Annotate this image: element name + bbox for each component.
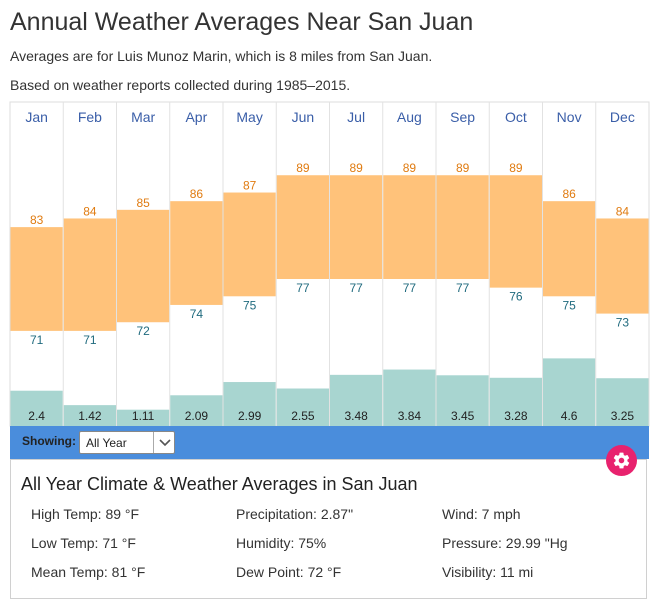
precip-label-jul: 3.48: [344, 409, 368, 423]
precip-label-jan: 2.4: [28, 409, 45, 423]
select-divider: [153, 432, 154, 453]
period-select[interactable]: All Year: [79, 431, 175, 454]
summary-panel: All Year Climate & Weather Averages in S…: [10, 459, 647, 599]
high-temp-label-feb: 84: [83, 204, 97, 218]
showing-bar: Showing: All Year: [10, 426, 649, 459]
temp-band-oct: [489, 175, 542, 288]
high-temp-label-mar: 85: [136, 196, 150, 210]
stat-pressure: Pressure: 29.99 "Hg: [442, 535, 568, 551]
high-temp-label-apr: 86: [190, 187, 204, 201]
stat-visibility: Visibility: 11 mi: [442, 564, 534, 580]
stat-precipitation: Precipitation: 2.87": [236, 506, 354, 522]
precip-label-aug: 3.84: [398, 409, 422, 423]
month-label-mar: Mar: [131, 109, 155, 125]
temp-band-may: [223, 192, 276, 297]
precip-bar-aug: [383, 369, 436, 426]
precip-bar-may: [223, 382, 276, 426]
low-temp-label-jul: 77: [349, 281, 363, 295]
low-temp-label-oct: 76: [509, 290, 523, 304]
month-label-oct: Oct: [505, 109, 527, 125]
summary-title: All Year Climate & Weather Averages in S…: [21, 474, 418, 494]
low-temp-label-feb: 71: [83, 333, 97, 347]
month-label-aug: Aug: [397, 109, 422, 125]
low-temp-label-may: 75: [243, 298, 257, 312]
subtitle-period: Based on weather reports collected durin…: [10, 77, 351, 93]
high-temp-label-jan: 83: [30, 213, 44, 227]
temp-band-feb: [63, 218, 116, 331]
settings-button[interactable]: [606, 445, 637, 476]
precip-label-feb: 1.42: [78, 409, 102, 423]
precip-bar-oct: [489, 377, 542, 426]
temp-band-apr: [170, 201, 223, 305]
high-temp-label-jun: 89: [296, 161, 310, 175]
temp-band-jan: [10, 227, 63, 331]
low-temp-label-jun: 77: [296, 281, 310, 295]
temp-band-aug: [383, 175, 436, 279]
precip-bar-jun: [276, 388, 329, 426]
month-label-jul: Jul: [347, 109, 365, 125]
temp-band-mar: [117, 209, 170, 323]
stat-humidity: Humidity: 75%: [236, 535, 327, 551]
page-title: Annual Weather Averages Near San Juan: [10, 8, 474, 36]
temp-band-jul: [330, 175, 383, 279]
low-temp-label-dec: 73: [616, 316, 630, 330]
month-label-jan: Jan: [25, 109, 48, 125]
month-label-may: May: [236, 109, 262, 125]
precip-label-may: 2.99: [238, 409, 262, 423]
precip-bar-feb: [63, 405, 116, 426]
temp-band-sep: [436, 175, 489, 279]
chevron-down-icon: [159, 439, 171, 447]
low-temp-label-apr: 74: [190, 307, 204, 321]
gear-icon: [613, 452, 630, 469]
precip-label-nov: 4.6: [561, 409, 578, 423]
month-label-sep: Sep: [450, 109, 475, 125]
precip-label-mar: 1.11: [132, 409, 155, 423]
precip-label-sep: 3.45: [451, 409, 475, 423]
precip-bar-apr: [170, 395, 223, 426]
precip-bar-mar: [117, 409, 170, 426]
high-temp-label-nov: 86: [562, 187, 576, 201]
precip-label-dec: 3.25: [611, 409, 635, 423]
precip-bar-dec: [596, 378, 649, 426]
precip-bar-nov: [543, 358, 596, 426]
temp-band-nov: [543, 201, 596, 297]
precip-bar-jan: [10, 390, 63, 426]
high-temp-label-jul: 89: [349, 161, 363, 175]
precip-label-jun: 2.55: [291, 409, 315, 423]
precip-bar-sep: [436, 375, 489, 426]
month-label-feb: Feb: [78, 109, 102, 125]
high-temp-label-may: 87: [243, 179, 257, 193]
low-temp-label-nov: 75: [562, 298, 576, 312]
stat-mean-temp: Mean Temp: 81 °F: [31, 564, 146, 580]
temp-band-jun: [276, 175, 329, 279]
high-temp-label-dec: 84: [616, 204, 630, 218]
high-temp-label-sep: 89: [456, 161, 470, 175]
high-temp-label-aug: 89: [403, 161, 417, 175]
month-label-apr: Apr: [185, 109, 207, 125]
stat-dew-point: Dew Point: 72 °F: [236, 564, 342, 580]
stat-low-temp: Low Temp: 71 °F: [31, 535, 136, 551]
low-temp-label-sep: 77: [456, 281, 470, 295]
climate-chart: Jan 83 71 2.4 Feb 84 71 1.42 Mar 85 72 1.11 Apr 86 74 2…: [9, 101, 650, 427]
precip-bar-jul: [330, 374, 383, 426]
temp-band-dec: [596, 218, 649, 314]
month-label-dec: Dec: [610, 109, 635, 125]
precip-label-oct: 3.28: [504, 409, 528, 423]
precip-label-apr: 2.09: [185, 409, 209, 423]
period-select-value: All Year: [86, 436, 127, 450]
month-label-nov: Nov: [557, 109, 582, 125]
low-temp-label-aug: 77: [403, 281, 417, 295]
month-label-jun: Jun: [292, 109, 315, 125]
showing-label: Showing:: [22, 434, 76, 448]
low-temp-label-jan: 71: [30, 333, 44, 347]
low-temp-label-mar: 72: [136, 324, 150, 338]
stat-wind: Wind: 7 mph: [442, 506, 521, 522]
subtitle-station: Averages are for Luis Munoz Marin, which…: [10, 48, 433, 64]
high-temp-label-oct: 89: [509, 161, 523, 175]
stat-high-temp: High Temp: 89 °F: [31, 506, 140, 522]
